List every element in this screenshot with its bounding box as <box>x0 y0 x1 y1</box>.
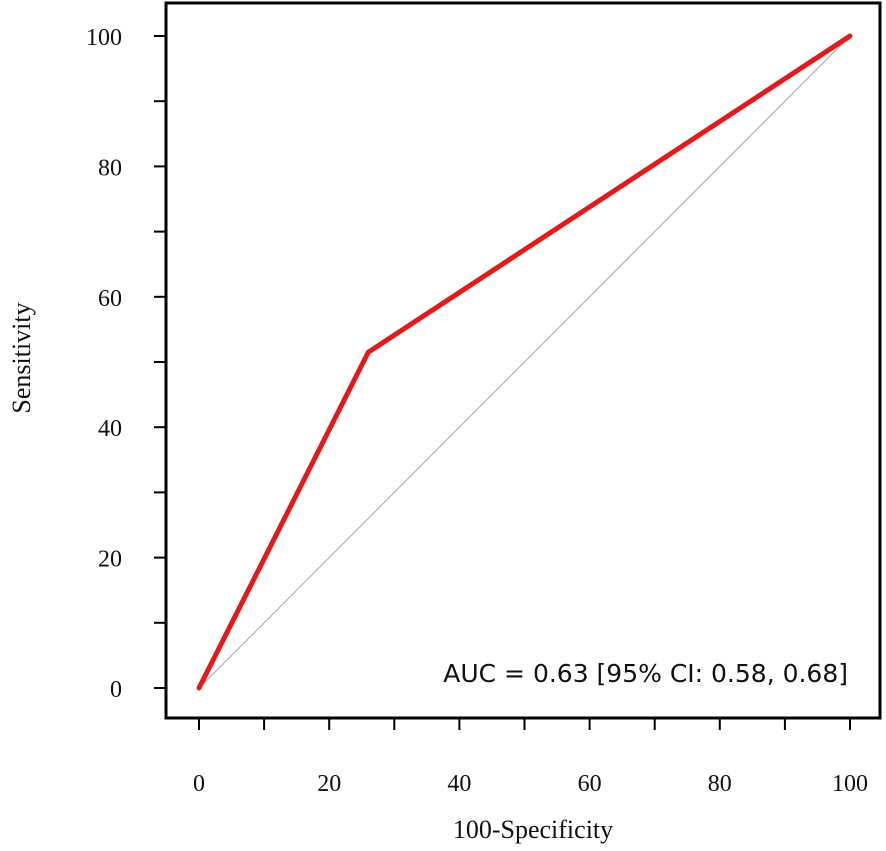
x-axis: 0 20 40 60 80 100 <box>193 718 868 797</box>
y-tick-label: 100 <box>86 25 122 51</box>
series-layer <box>196 33 853 691</box>
x-tick-label: 20 <box>317 771 341 797</box>
x-tick-label: 60 <box>578 771 602 797</box>
y-tick-label: 0 <box>110 677 122 703</box>
reference-diagonal-line <box>198 35 851 689</box>
x-axis-title: 100-Specificity <box>453 815 613 844</box>
reference-diagonal-layer <box>198 35 851 689</box>
y-tick-label: 20 <box>98 547 122 573</box>
y-tick-label: 80 <box>98 155 122 181</box>
y-tick-label: 60 <box>98 286 122 312</box>
roc-curve-line <box>196 33 853 691</box>
x-tick-label: 100 <box>832 771 868 797</box>
auc-annotation: AUC = 0.63 [95% CI: 0.58, 0.68] <box>443 659 848 688</box>
x-tick-label: 40 <box>447 771 471 797</box>
x-tick-label: 80 <box>708 771 732 797</box>
x-tick-label: 0 <box>193 771 205 797</box>
plot-frame <box>164 1 882 720</box>
y-tick-label: 40 <box>98 416 122 442</box>
y-axis: 0 20 40 60 80 100 <box>86 25 166 703</box>
y-axis-title: Sensitivity <box>7 302 36 413</box>
